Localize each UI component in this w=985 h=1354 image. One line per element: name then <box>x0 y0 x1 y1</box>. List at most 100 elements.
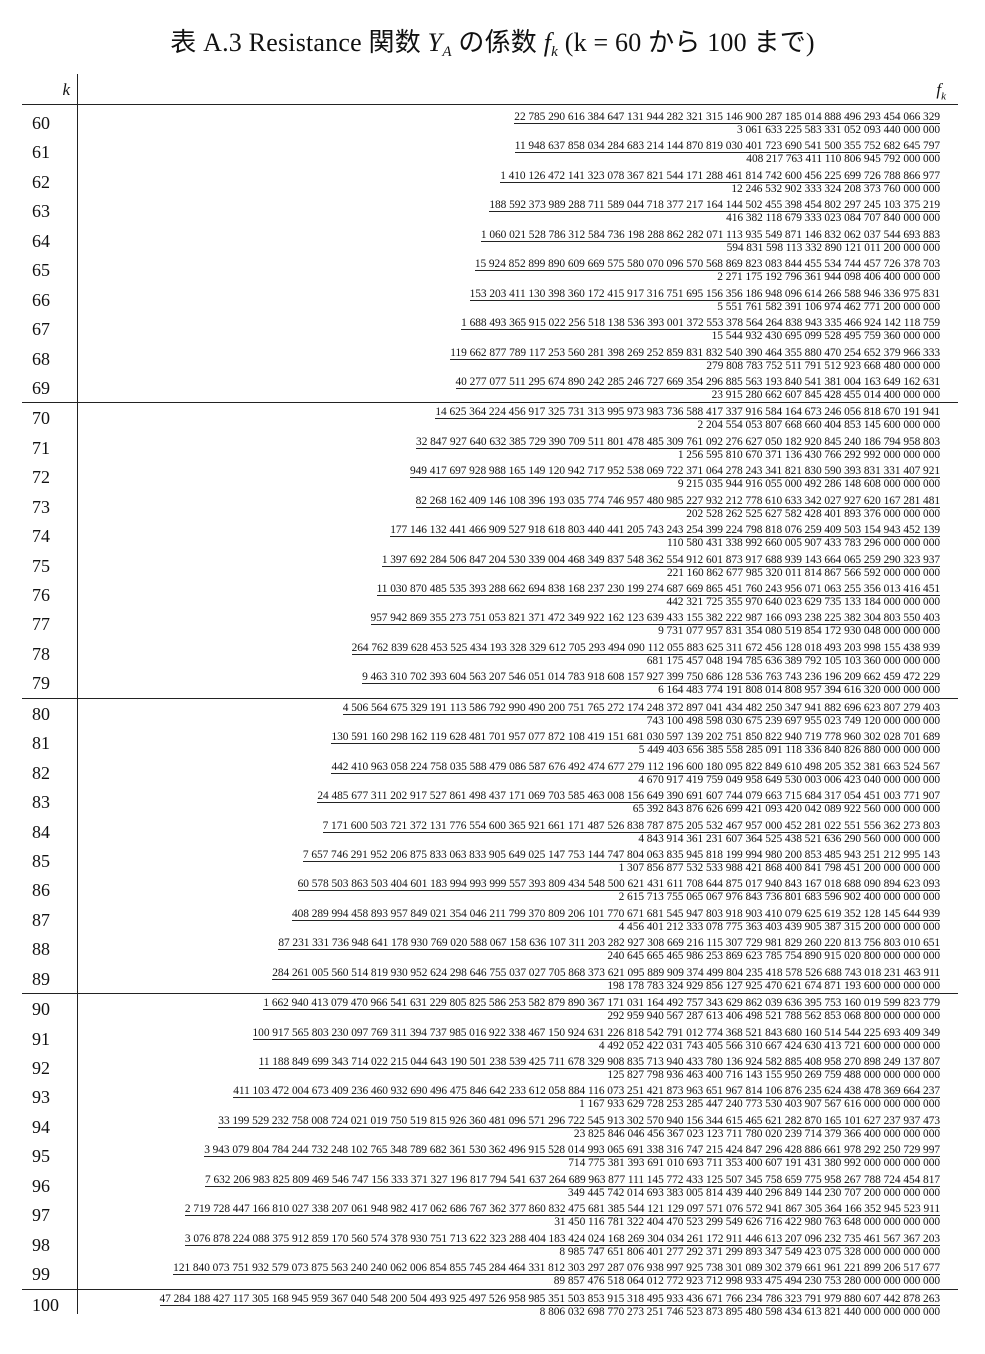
table-row: 97 2 719 728 447 166 810 027 338 207 061 … <box>22 1200 958 1229</box>
fraction-denominator: 1 307 856 877 532 533 988 421 868 400 84… <box>618 861 940 874</box>
row-coefficient-fraction: 3 943 079 804 784 244 732 248 102 765 34… <box>204 1144 940 1169</box>
table-row: 85 7 657 746 291 952 206 875 833 063 833 … <box>22 846 958 875</box>
fraction-numerator: 284 261 005 560 514 819 930 952 624 298 … <box>272 966 940 980</box>
fraction-denominator: 5 449 403 656 385 558 285 091 118 336 84… <box>638 744 940 757</box>
fraction-numerator: 2 719 728 447 166 810 027 338 207 061 94… <box>184 1203 940 1217</box>
fraction-numerator: 11 188 849 699 343 714 022 215 044 643 1… <box>258 1056 940 1069</box>
fraction-numerator: 119 662 877 789 117 253 560 281 398 269 … <box>450 346 940 360</box>
fraction-numerator: 408 289 994 458 893 957 849 021 354 046 … <box>292 907 940 921</box>
fraction-denominator: 110 580 431 338 992 660 005 907 433 783 … <box>666 537 940 550</box>
row-coefficient-fraction: 9 463 310 702 393 604 563 207 546 051 01… <box>362 671 940 696</box>
table-row: 65 15 924 852 899 890 609 669 575 580 070… <box>22 255 958 284</box>
fraction-numerator: 87 231 331 736 948 641 178 930 769 020 5… <box>278 937 940 951</box>
fraction-numerator: 411 103 472 004 673 409 236 460 932 690 … <box>233 1085 940 1099</box>
row-k-value: 92 <box>32 1058 50 1078</box>
fraction-denominator: 240 645 665 465 986 253 869 623 785 754 … <box>607 950 940 963</box>
row-coefficient-fraction: 7 171 600 503 721 372 131 776 554 600 36… <box>322 819 940 845</box>
fraction-numerator: 11 948 637 858 034 284 683 214 144 870 8… <box>514 140 940 154</box>
table-row: 93 411 103 472 004 673 409 236 460 932 69… <box>22 1082 958 1111</box>
table-row: 67 1 688 493 365 915 022 256 518 138 536 … <box>22 314 958 343</box>
fraction-numerator: 442 410 963 058 224 758 035 588 479 086 … <box>331 760 940 774</box>
fraction-denominator: 2 615 713 755 065 067 976 843 736 801 68… <box>618 891 940 904</box>
row-k-value: 89 <box>32 968 50 989</box>
fraction-numerator: 9 463 310 702 393 604 563 207 546 051 01… <box>362 671 940 685</box>
group-separator <box>22 993 958 995</box>
fraction-numerator: 177 146 132 441 466 909 527 918 618 803 … <box>390 524 940 538</box>
fraction-denominator: 279 808 783 752 511 791 512 923 668 480 … <box>706 359 940 372</box>
table-row: 63 188 592 373 989 288 711 589 044 718 37… <box>22 196 958 225</box>
row-k-value: 73 <box>32 496 50 517</box>
fraction-denominator: 89 857 476 518 064 012 772 923 712 998 9… <box>553 1275 940 1288</box>
fraction-denominator: 6 164 483 774 191 808 014 808 957 394 61… <box>658 684 940 697</box>
row-k-value: 86 <box>32 880 50 901</box>
page-title: 表 A.3 Resistance 関数 YA の係数 fk (k = 60 から… <box>0 26 985 69</box>
row-coefficient-fraction: 408 289 994 458 893 957 849 021 354 046 … <box>292 908 940 933</box>
fraction-numerator: 949 417 697 928 988 165 149 120 942 717 … <box>409 465 940 479</box>
fraction-numerator: 7 171 600 503 721 372 131 776 554 600 36… <box>322 819 940 833</box>
table-row: 72 949 417 697 928 988 165 149 120 942 71… <box>22 462 958 491</box>
row-k-value: 70 <box>32 408 50 429</box>
table-row: 98 3 076 878 224 088 375 912 859 170 560 … <box>22 1230 958 1259</box>
row-coefficient-fraction: 40 277 077 511 295 674 890 242 285 246 7… <box>455 376 940 401</box>
fraction-numerator: 264 762 839 628 453 525 434 193 328 329 … <box>351 641 940 655</box>
row-k-value: 84 <box>32 821 50 842</box>
fraction-numerator: 32 847 927 640 632 385 729 390 709 511 8… <box>416 435 940 449</box>
fraction-denominator: 4 843 914 361 231 607 364 525 438 521 63… <box>638 832 940 845</box>
table-row: 81 130 591 160 298 162 119 628 481 701 95… <box>22 728 958 757</box>
table-row: 94 33 199 529 232 758 008 724 021 019 750… <box>22 1112 958 1141</box>
header-fk: fk <box>936 80 946 102</box>
fraction-numerator: 22 785 290 616 384 647 131 944 282 321 3… <box>514 111 940 124</box>
row-coefficient-fraction: 949 417 697 928 988 165 149 120 942 717 … <box>409 465 940 490</box>
row-k-value: 68 <box>32 348 50 369</box>
row-k-value: 65 <box>32 260 50 281</box>
row-coefficient-fraction: 177 146 132 441 466 909 527 918 618 803 … <box>390 524 940 549</box>
table-row: 64 1 060 021 528 786 312 584 736 198 288 … <box>22 226 958 255</box>
table-row: 96 7 632 206 983 825 809 469 546 747 156 … <box>22 1171 958 1200</box>
row-k-value: 64 <box>32 230 50 251</box>
fraction-denominator: 4 670 917 419 759 049 958 649 530 003 00… <box>638 773 940 786</box>
table-row: 69 40 277 077 511 295 674 890 242 285 246… <box>22 373 958 402</box>
table-row: 84 7 171 600 503 721 372 131 776 554 600 … <box>22 817 958 846</box>
fraction-denominator: 15 544 932 430 695 099 528 495 759 360 0… <box>711 330 940 343</box>
table-row: 70 14 625 364 224 456 917 325 731 313 995… <box>22 403 958 432</box>
fraction-numerator: 3 943 079 804 784 244 732 248 102 765 34… <box>204 1144 940 1158</box>
row-coefficient-fraction: 33 199 529 232 758 008 724 021 019 750 5… <box>218 1115 940 1140</box>
row-k-value: 79 <box>32 673 50 694</box>
row-k-value: 83 <box>32 792 50 813</box>
fraction-denominator: 9 731 077 957 831 354 080 519 854 172 93… <box>658 625 940 638</box>
fraction-denominator: 125 827 798 936 463 400 716 143 155 950 … <box>607 1069 940 1081</box>
row-k-value: 93 <box>32 1087 50 1108</box>
fraction-denominator: 5 551 761 582 391 106 974 462 771 200 00… <box>717 300 940 313</box>
row-coefficient-fraction: 14 625 364 224 456 917 325 731 313 995 9… <box>435 406 940 431</box>
row-coefficient-fraction: 82 268 162 409 146 108 396 193 035 774 7… <box>415 495 940 520</box>
table-row: 86 60 578 503 863 503 404 601 183 994 993… <box>22 875 958 904</box>
fraction-denominator: 416 382 118 679 333 023 084 707 840 000 … <box>726 212 940 225</box>
row-coefficient-fraction: 1 060 021 528 786 312 584 736 198 288 86… <box>480 228 940 254</box>
fraction-denominator: 8 985 747 651 806 401 277 292 371 299 89… <box>559 1245 940 1258</box>
fraction-denominator: 3 061 633 225 583 331 052 093 440 000 00… <box>737 124 940 136</box>
row-coefficient-fraction: 264 762 839 628 453 525 434 193 328 329 … <box>351 641 940 667</box>
row-coefficient-fraction: 11 188 849 699 343 714 022 215 044 643 1… <box>258 1056 940 1081</box>
fraction-numerator: 121 840 073 751 932 579 073 875 563 240 … <box>173 1262 940 1276</box>
table-row: 79 9 463 310 702 393 604 563 207 546 051 … <box>22 668 958 697</box>
fraction-numerator: 1 688 493 365 915 022 256 518 138 536 39… <box>461 317 940 331</box>
table-row: 68 119 662 877 789 117 253 560 281 398 26… <box>22 344 958 373</box>
fraction-denominator: 292 959 940 567 287 613 406 498 521 788 … <box>607 1010 940 1023</box>
row-k-value: 74 <box>32 526 50 547</box>
table-row: 99 121 840 073 751 932 579 073 875 563 24… <box>22 1259 958 1288</box>
fraction-numerator: 957 942 869 355 273 751 053 821 371 472 … <box>370 612 940 626</box>
row-k-value: 67 <box>32 319 50 340</box>
fraction-numerator: 1 060 021 528 786 312 584 736 198 288 86… <box>480 228 940 242</box>
table-row: 90 1 662 940 413 079 470 966 541 631 229 … <box>22 994 958 1023</box>
row-k-value: 91 <box>32 1028 50 1049</box>
row-coefficient-fraction: 32 847 927 640 632 385 729 390 709 511 8… <box>416 436 940 461</box>
row-k-value: 82 <box>32 762 50 783</box>
row-coefficient-fraction: 411 103 472 004 673 409 236 460 932 690 … <box>233 1085 940 1110</box>
row-k-value: 63 <box>32 201 50 222</box>
row-k-value: 80 <box>32 703 50 724</box>
row-coefficient-fraction: 4 506 564 675 329 191 113 586 792 990 49… <box>342 702 940 727</box>
table-row: 71 32 847 927 640 632 385 729 390 709 511… <box>22 433 958 462</box>
table-row: 60 22 785 290 616 384 647 131 944 282 321… <box>22 108 958 137</box>
fraction-denominator: 23 915 280 662 607 845 428 455 014 400 0… <box>711 388 940 401</box>
row-k-value: 75 <box>32 555 50 576</box>
